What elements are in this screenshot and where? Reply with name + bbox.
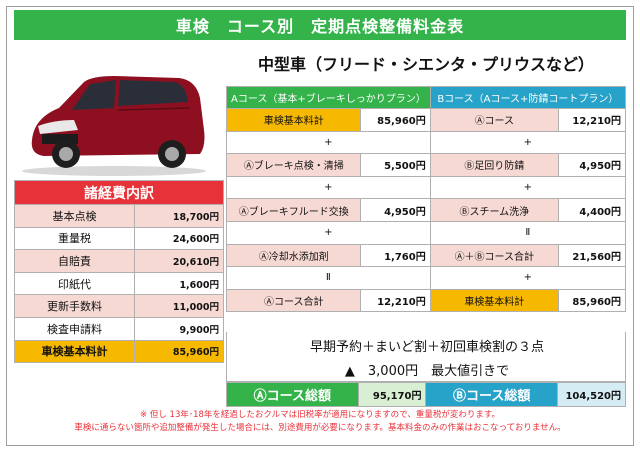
- plan-item-price: 5,500円: [360, 153, 431, 177]
- course-a-header: Aコース（基本+ブレーキしっかりプラン）: [226, 86, 431, 109]
- plan-subtotal-price: 21,560円: [557, 243, 627, 268]
- footnote-1: ※ 但し 13年･18年を経過したおクルマは旧税率が適用になりますので、重量税が…: [140, 410, 500, 420]
- equals-operator: Ⅱ: [429, 220, 627, 245]
- plan-item-price: 1,760円: [360, 243, 431, 268]
- plan-item-name: Ⓐコース: [429, 108, 559, 132]
- plus-operator: +: [429, 266, 627, 290]
- plus-operator: +: [226, 175, 431, 200]
- fee-label: 重量税: [14, 226, 135, 251]
- fee-label: 基本点検: [14, 204, 135, 228]
- promo-box: 早期予約＋まいど割＋初回車検割の３点 ▲ 3,000円 最大値引きで: [226, 332, 626, 382]
- course-b-total-label: Ⓑコース総額: [425, 382, 559, 407]
- plus-operator: +: [429, 175, 627, 200]
- plan-item-name: 車検基本料計: [429, 288, 559, 313]
- fee-label: 自賠責: [14, 249, 135, 273]
- plan-item-price: 4,950円: [360, 198, 431, 222]
- fee-label: 更新手数料: [14, 294, 135, 318]
- fee-value: 11,000円: [134, 294, 224, 318]
- page-title: 車検 コース別 定期点検整備料金表: [14, 10, 626, 40]
- plan-item-price: 85,960円: [557, 288, 627, 313]
- fee-value: 24,600円: [134, 226, 224, 251]
- car-image: [22, 76, 206, 176]
- fee-value: 20,610円: [134, 249, 224, 273]
- fee-total-label: 車検基本料計: [14, 339, 135, 364]
- fee-label: 検査申請料: [14, 316, 135, 341]
- plus-operator: +: [429, 130, 627, 155]
- fees-table: 諸経費内訳 基本点検 18,700円 重量税 24,600円 自賠責 20,610円 …: [14, 180, 224, 364]
- vehicle-class-heading: 中型車（フリード・シエンタ・プリウスなど）: [257, 55, 594, 74]
- plan-subtotal-name: Ⓐコース合計: [225, 288, 362, 313]
- plan-item-name: Ⓑスチーム洗浄: [429, 198, 559, 222]
- plan-item-price: 85,960円: [360, 108, 431, 132]
- course-b-total-value: 104,520円: [557, 382, 626, 407]
- equals-operator: Ⅱ: [226, 266, 431, 290]
- plan-item-price: 4,400円: [557, 198, 627, 222]
- course-b-header: Bコース（Aコース+防錆コートプラン）: [429, 86, 627, 109]
- plus-operator: +: [226, 220, 431, 245]
- plan-item-name: 車検基本料計: [225, 108, 362, 132]
- plan-subtotal-price: 12,210円: [360, 288, 431, 313]
- promo-line-1: 早期予約＋まいど割＋初回車検割の３点: [309, 340, 544, 355]
- page-frame: [6, 6, 634, 446]
- plan-item-name: Ⓑ足回り防錆: [429, 153, 559, 177]
- plan-item-price: 4,950円: [557, 153, 627, 177]
- fees-header: 諸経費内訳: [14, 180, 224, 205]
- course-a-total-value: 95,170円: [357, 382, 427, 407]
- plan-item-name: Ⓐ冷却水添加剤: [225, 243, 362, 268]
- plan-item-price: 12,210円: [557, 108, 627, 132]
- promo-line-2: ▲ 3,000円 最大値引きで: [344, 364, 510, 379]
- plans-table: Aコース（基本+ブレーキしっかりプラン） Bコース（Aコース+防錆コートプラン）…: [225, 86, 627, 313]
- fee-label: 印紙代: [14, 271, 135, 296]
- fee-value: 1,600円: [134, 271, 224, 296]
- fee-total-value: 85,960円: [134, 339, 224, 364]
- totals-table: Ⓐコース総額 95,170円 Ⓑコース総額 104,520円: [226, 382, 626, 407]
- course-a-total-label: Ⓐコース総額: [226, 382, 359, 407]
- plus-operator: +: [226, 130, 431, 155]
- plan-subtotal-name: Ⓐ＋Ⓑコース合計: [429, 243, 559, 268]
- plan-item-name: Ⓐブレーキフルード交換: [225, 198, 362, 222]
- plan-item-name: Ⓐブレーキ点検・清掃: [225, 153, 362, 177]
- fee-value: 9,900円: [134, 316, 224, 341]
- fee-value: 18,700円: [134, 204, 224, 228]
- footnote-2: 車検に通らない箇所や追加整備が発生した場合には、別途費用が必要になります。基本料…: [74, 423, 566, 433]
